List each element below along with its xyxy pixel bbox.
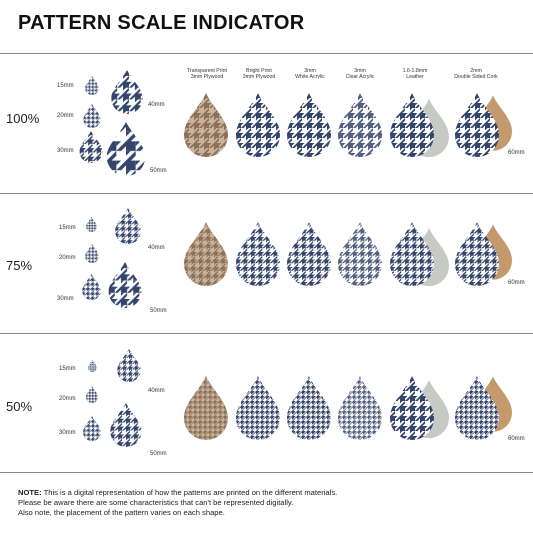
note-line-1: NOTE: This is a digital representation o…	[18, 488, 338, 497]
drop-transparent-plywood	[184, 93, 228, 157]
note-line-2: Please be aware there are some character…	[18, 498, 294, 507]
drop-leather	[390, 93, 434, 157]
scale-label-50: 50%	[6, 399, 33, 414]
drop-white-acrylic	[287, 376, 331, 440]
size-label-60: 60mm	[508, 280, 525, 286]
sample-drop-50mm	[108, 262, 142, 308]
drop-clear-acrylic	[338, 222, 382, 286]
size-label-15: 15mm	[59, 366, 76, 372]
scale-label-100: 100%	[6, 111, 40, 126]
drop-cork	[455, 222, 499, 286]
scale-label-75: 75%	[6, 258, 33, 273]
note-line-3: Also note, the placement of the pattern …	[18, 508, 225, 517]
material-label-transparent-plywood: Transparent Print 3mm Plywood	[187, 68, 227, 80]
drop-clear-acrylic	[338, 93, 382, 157]
size-label-40: 40mm	[148, 245, 165, 251]
drop-leather	[390, 222, 434, 286]
size-label-40: 40mm	[148, 102, 165, 108]
size-label-30: 30mm	[57, 148, 74, 154]
drop-transparent-plywood	[184, 376, 228, 440]
drop-white-acrylic	[287, 93, 331, 157]
sample-drop-15mm	[85, 76, 99, 95]
size-label-60: 60mm	[508, 150, 525, 156]
size-label-30: 30mm	[57, 296, 74, 302]
material-label-leather: 1.6-1.8mm Leather	[402, 68, 428, 80]
note-bold: NOTE:	[18, 488, 42, 497]
size-label-50: 50mm	[150, 308, 167, 314]
sample-drop-40mm	[115, 208, 141, 244]
material-label-bright-plywood: Bright Print 3mm Plywood	[242, 68, 276, 80]
sample-drop-40mm	[117, 349, 141, 382]
material-label-white-acrylic: 3mm White Acrylic	[295, 68, 325, 80]
footer-note: NOTE: This is a digital representation o…	[18, 488, 518, 518]
divider-bottom	[0, 472, 533, 473]
sample-drop-50mm	[106, 122, 146, 176]
size-label-50: 50mm	[150, 451, 167, 457]
size-label-15: 15mm	[59, 225, 76, 231]
sample-drop-30mm	[79, 131, 103, 163]
drop-clear-acrylic	[338, 376, 382, 440]
sample-drop-15mm	[88, 360, 97, 372]
size-label-40: 40mm	[148, 388, 165, 394]
material-label-clear-acrylic: 3mm Clear Acrylic	[345, 68, 375, 80]
drop-bright-plywood	[236, 93, 280, 157]
sample-drop-20mm	[85, 244, 99, 263]
drop-cork	[455, 376, 499, 440]
sample-drop-20mm	[83, 104, 101, 128]
sample-drop-50mm	[110, 403, 142, 447]
size-label-30: 30mm	[59, 430, 76, 436]
drop-bright-plywood	[236, 222, 280, 286]
sample-drop-30mm	[82, 274, 101, 300]
drop-cork	[455, 93, 499, 157]
size-label-15: 15mm	[57, 83, 74, 89]
drop-white-acrylic	[287, 222, 331, 286]
divider-top	[0, 53, 533, 54]
drop-bright-plywood	[236, 376, 280, 440]
sample-drop-20mm	[86, 386, 98, 403]
drop-transparent-plywood	[184, 222, 228, 286]
divider-2	[0, 333, 533, 334]
size-label-20: 20mm	[59, 396, 76, 402]
page-title: PATTERN SCALE INDICATOR	[18, 12, 305, 34]
sample-drop-40mm	[111, 70, 143, 114]
size-label-60: 60mm	[508, 436, 525, 442]
divider-1	[0, 193, 533, 194]
drop-leather	[390, 376, 434, 440]
sample-drop-30mm	[83, 416, 101, 441]
size-label-20: 20mm	[57, 113, 74, 119]
sample-drop-15mm	[86, 217, 97, 232]
size-label-20: 20mm	[59, 255, 76, 261]
size-label-50: 50mm	[150, 168, 167, 174]
material-label-cork: 2mm Double Sided Cork	[454, 68, 498, 80]
